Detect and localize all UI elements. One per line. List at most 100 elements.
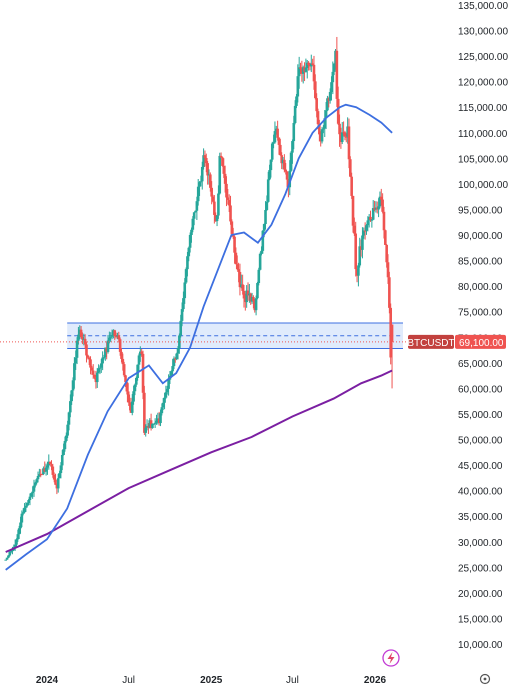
candle [114, 332, 118, 339]
candle [246, 282, 250, 301]
candle-body [39, 474, 43, 476]
candle [301, 65, 305, 84]
candle [234, 247, 238, 265]
candle-body [289, 152, 293, 171]
candle [340, 122, 344, 145]
candle-body [121, 358, 125, 365]
candle-body [233, 236, 236, 253]
candle-body [151, 423, 154, 429]
candle-body [91, 370, 95, 375]
candle [260, 246, 263, 256]
support-resistance-zone[interactable] [67, 322, 403, 350]
candle-body [191, 218, 195, 230]
candle [378, 191, 382, 209]
candle [62, 443, 65, 456]
candle-body [311, 63, 314, 65]
candle [109, 332, 113, 343]
candle-body [283, 159, 286, 170]
symbol-badge [408, 334, 454, 349]
candle-body [105, 347, 108, 352]
candle-body [13, 544, 17, 548]
candle [285, 171, 289, 188]
candle [279, 139, 282, 156]
candle-body [117, 335, 121, 340]
candle-body [344, 136, 348, 138]
candle-body [4, 559, 8, 561]
candle [370, 219, 374, 228]
candle-body [210, 187, 213, 197]
candle-body [291, 141, 294, 153]
flash-icon-ring[interactable] [382, 649, 400, 667]
time-axis[interactable]: 2024 Jul 2025 Jul 2026 [36, 675, 387, 686]
price-axis[interactable]: 135,000.00 130,000.00 125,000.00 120,000.00… [458, 1, 508, 651]
candle [28, 493, 32, 506]
flash-icon[interactable] [382, 649, 400, 667]
candle-body [104, 347, 107, 358]
candle [58, 470, 61, 479]
candle-body [147, 426, 150, 428]
candle-body [195, 201, 199, 211]
candle-body [246, 290, 250, 296]
candle-body [327, 98, 331, 101]
plot-area[interactable] [0, 36, 454, 571]
candle-body [156, 418, 160, 421]
candle [70, 390, 73, 405]
candle [139, 346, 142, 362]
candle [38, 468, 41, 478]
candle-body [209, 174, 212, 188]
candle [230, 219, 234, 237]
candle [336, 86, 340, 125]
candle [182, 291, 185, 312]
candle [338, 114, 341, 147]
candle [358, 237, 362, 268]
candle-body [277, 137, 281, 145]
y-tick-label: 20,000.00 [458, 589, 503, 600]
candle [157, 411, 161, 426]
candle-body [390, 324, 394, 342]
candle-body [367, 216, 371, 221]
candle-body [362, 230, 366, 236]
candle-body [199, 181, 203, 183]
candle-body [163, 397, 166, 403]
candle-body [297, 67, 301, 77]
candle-body [245, 290, 248, 303]
candle [258, 252, 262, 271]
candle [222, 158, 226, 178]
candle-body [7, 555, 10, 558]
candle [46, 461, 49, 475]
candle-body [322, 128, 325, 130]
zone-box[interactable] [67, 322, 403, 349]
candle [43, 461, 47, 473]
candle-body [140, 351, 143, 354]
candle [269, 159, 273, 178]
candle [129, 397, 133, 413]
settings-icon[interactable] [479, 673, 491, 685]
candle [104, 347, 107, 361]
candle [268, 164, 271, 181]
candle-body [308, 64, 312, 67]
candle [277, 137, 281, 155]
candle [289, 151, 293, 172]
candle [54, 473, 57, 485]
candle-body [375, 207, 379, 210]
candle [254, 295, 258, 316]
y-tick-label: 120,000.00 [458, 78, 508, 89]
candle [225, 176, 228, 207]
candle [130, 394, 134, 416]
candle-body [349, 159, 352, 177]
axis-corner[interactable] [479, 673, 491, 685]
candle [94, 370, 98, 389]
candle-body [268, 170, 271, 180]
candle-body [204, 157, 208, 164]
candle [44, 463, 48, 476]
candle [362, 227, 366, 239]
candle-body [330, 82, 333, 93]
candle-body [211, 196, 215, 202]
candle [152, 423, 156, 425]
candle [184, 267, 188, 284]
candle-body [295, 96, 298, 106]
candle-body [385, 244, 388, 263]
candle [214, 212, 218, 222]
candle-body [354, 233, 358, 270]
